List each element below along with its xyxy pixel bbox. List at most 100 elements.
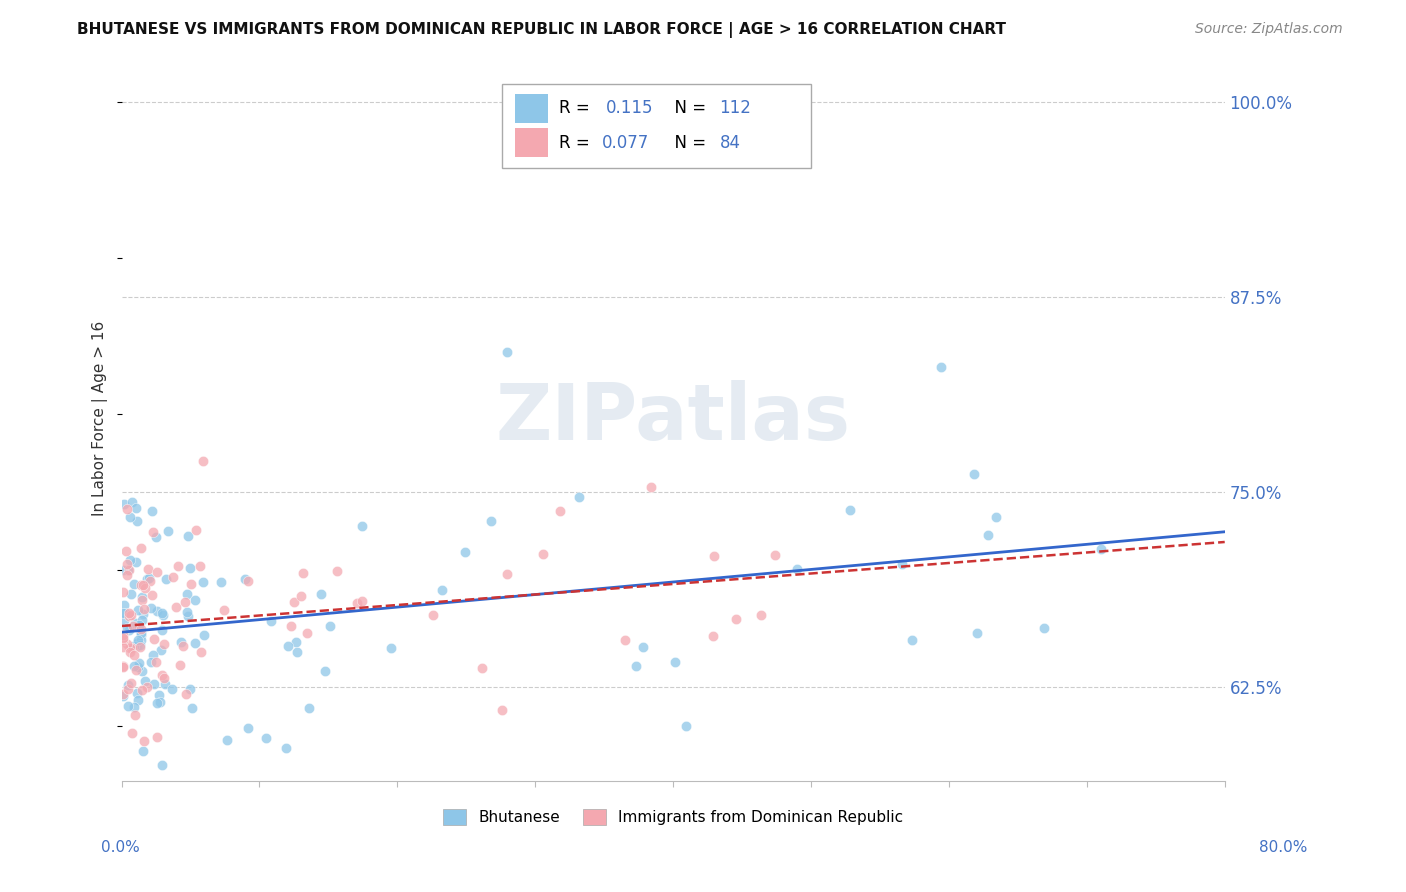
Point: [134, 582, 156, 596]
Point: [125, 636, 148, 650]
Point: [115, 637, 138, 651]
Point: [111, 640, 134, 654]
Point: [149, 642, 172, 657]
Point: [274, 740, 297, 755]
Point: [280, 618, 302, 632]
Point: [290, 589, 312, 603]
Point: [531, 547, 554, 561]
Point: [122, 577, 145, 591]
Point: [212, 603, 235, 617]
Point: [153, 671, 176, 685]
Point: [703, 549, 725, 564]
Point: [277, 639, 299, 653]
Point: [179, 561, 201, 575]
Point: [114, 606, 136, 620]
Point: [298, 701, 321, 715]
Point: [326, 564, 349, 578]
Point: [235, 573, 257, 587]
Legend: Bhutanese, Immigrants from Dominican Republic: Bhutanese, Immigrants from Dominican Rep…: [437, 803, 910, 831]
Point: [209, 575, 232, 590]
Point: [491, 703, 513, 717]
Point: [122, 648, 145, 663]
Point: [112, 598, 135, 612]
Point: [132, 602, 155, 616]
Text: Source: ZipAtlas.com: Source: ZipAtlas.com: [1195, 22, 1343, 37]
Point: [166, 559, 188, 574]
Point: [184, 592, 207, 607]
Point: [155, 573, 177, 587]
Point: [131, 682, 153, 697]
Point: [122, 640, 145, 654]
Text: 84: 84: [720, 134, 741, 152]
Point: [115, 501, 138, 516]
Point: [675, 719, 697, 733]
Point: [145, 530, 167, 544]
Point: [177, 528, 200, 542]
Point: [284, 635, 307, 649]
Point: [111, 687, 134, 701]
Point: [260, 614, 283, 628]
Text: N =: N =: [664, 99, 711, 117]
Point: [124, 708, 146, 723]
Point: [145, 696, 167, 710]
Point: [236, 574, 259, 588]
Point: [127, 686, 149, 700]
Point: [174, 688, 197, 702]
Point: [124, 700, 146, 714]
Point: [352, 593, 374, 607]
Point: [174, 595, 197, 609]
Point: [146, 731, 169, 745]
Point: [176, 587, 198, 601]
Point: [702, 629, 724, 643]
Point: [496, 566, 519, 581]
Point: [150, 668, 173, 682]
Point: [120, 510, 142, 524]
Point: [568, 490, 591, 504]
Point: [430, 582, 453, 597]
Point: [891, 557, 914, 571]
Point: [150, 624, 173, 638]
Point: [142, 525, 165, 540]
Point: [121, 640, 143, 655]
Point: [929, 360, 952, 375]
Text: N =: N =: [664, 134, 711, 152]
Point: [127, 632, 149, 647]
Point: [120, 607, 142, 622]
Point: [124, 659, 146, 673]
Point: [118, 609, 141, 624]
Point: [125, 500, 148, 515]
Text: ZIPatlas: ZIPatlas: [496, 380, 851, 456]
Point: [318, 619, 340, 633]
Point: [179, 682, 201, 697]
Point: [118, 641, 141, 656]
Point: [165, 599, 187, 614]
Point: [152, 637, 174, 651]
FancyBboxPatch shape: [502, 84, 811, 168]
Point: [471, 661, 494, 675]
Point: [786, 562, 808, 576]
Point: [238, 722, 260, 736]
Point: [136, 680, 159, 694]
Point: [143, 677, 166, 691]
Point: [162, 570, 184, 584]
Point: [118, 563, 141, 577]
Point: [631, 640, 654, 654]
Point: [111, 690, 134, 704]
Point: [1033, 621, 1056, 635]
Point: [117, 563, 139, 577]
Point: [111, 660, 134, 674]
Y-axis label: In Labor Force | Age > 16: In Labor Force | Age > 16: [93, 320, 108, 516]
Point: [131, 664, 153, 678]
Point: [127, 603, 149, 617]
Bar: [516, 94, 548, 122]
Point: [117, 698, 139, 713]
Point: [962, 467, 984, 482]
Point: [125, 514, 148, 528]
Point: [314, 665, 336, 679]
Point: [193, 454, 215, 468]
Point: [115, 544, 138, 558]
Point: [193, 628, 215, 642]
Point: [131, 591, 153, 605]
Point: [132, 607, 155, 621]
Text: 0.077: 0.077: [602, 134, 648, 152]
